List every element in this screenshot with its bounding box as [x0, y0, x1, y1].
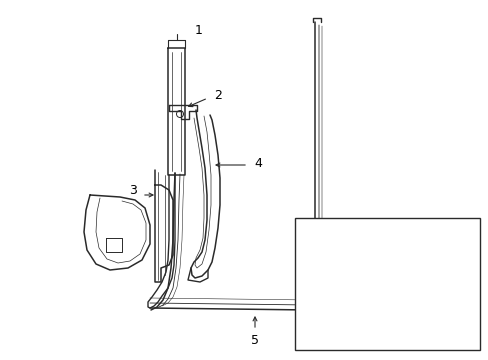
Bar [294, 218, 479, 350]
Text: 6: 6 [294, 288, 303, 302]
Text: 8: 8 [365, 336, 373, 348]
Text: 3: 3 [129, 184, 137, 197]
Text: 4: 4 [254, 157, 262, 170]
Text: 5: 5 [250, 333, 259, 346]
Text: 7: 7 [457, 261, 465, 274]
Text: 9: 9 [324, 336, 331, 348]
Text: 2: 2 [214, 89, 222, 102]
Text: 1: 1 [194, 23, 202, 36]
